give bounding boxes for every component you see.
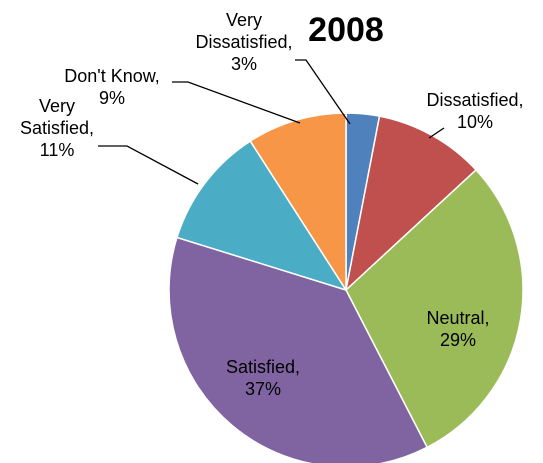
label-line: Dissatisfied, xyxy=(195,32,292,52)
label-line: Very xyxy=(226,10,262,30)
chart-title: 2008 xyxy=(308,11,384,49)
pie-slices xyxy=(168,112,524,463)
label-line: Satisfied, xyxy=(20,118,94,138)
label-very-dissatisfied: Very Dissatisfied, 3% xyxy=(195,10,292,74)
label-line: 11% xyxy=(40,140,75,160)
label-line: 9% xyxy=(99,88,125,108)
label-line: Neutral, xyxy=(426,308,489,328)
label-line: 10% xyxy=(457,112,493,132)
label-dissatisfied: Dissatisfied, 10% xyxy=(426,90,523,132)
label-line: Dissatisfied, xyxy=(426,90,523,110)
leader-line-dissatisfied xyxy=(428,127,445,139)
label-line: Don't Know, xyxy=(64,66,160,86)
slice-satisfied xyxy=(168,236,429,463)
label-line: 3% xyxy=(231,54,257,74)
label-don-t-know: Don't Know, 9% xyxy=(64,66,160,108)
slice-very-satisfied xyxy=(176,140,348,292)
label-very-satisfied: Very Satisfied, 11% xyxy=(20,96,94,160)
label-line: 29% xyxy=(440,330,476,350)
leader-line-don-t-know xyxy=(172,81,301,124)
label-satisfied: Satisfied, 37% xyxy=(226,357,300,399)
label-neutral: Neutral, 29% xyxy=(426,308,489,350)
leader-line-very-dissatisfied xyxy=(295,59,351,125)
label-line: 37% xyxy=(245,379,281,399)
label-line: Very xyxy=(39,96,75,116)
leader-lines xyxy=(98,59,445,185)
leader-line-very-satisfied xyxy=(98,145,199,185)
slice-neutral xyxy=(345,168,524,449)
label-line: Satisfied, xyxy=(226,357,300,377)
slice-labels: Very Dissatisfied, 3%Dissatisfied, 10%Neutr… xyxy=(20,10,524,399)
